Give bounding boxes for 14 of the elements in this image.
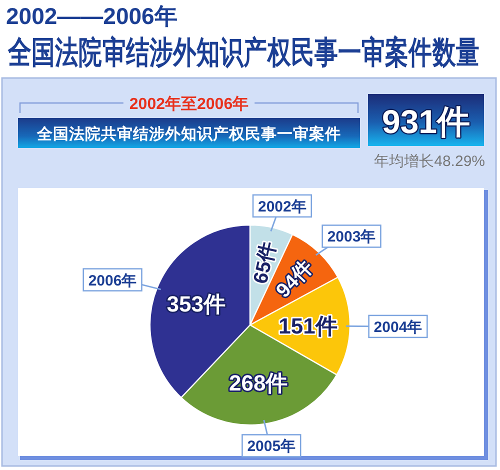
slice-label: 2004年: [374, 318, 422, 336]
slice-label: 2003年: [327, 228, 376, 246]
text: 年均增长48.29%: [374, 153, 485, 170]
chart-subtitle: 全国法院审结涉外知识产权民事一审案件数量: [7, 34, 480, 70]
text: 931件: [382, 103, 470, 140]
text: 全国法院共审结涉外知识产权民事一审案件: [36, 124, 341, 143]
data-label: 151件: [278, 314, 338, 339]
data-label: 353件: [166, 291, 226, 316]
chart-title: 2002——2006年: [6, 3, 178, 29]
data-label: 268件: [229, 370, 288, 396]
slice-label: 2002年: [258, 198, 306, 216]
slice-label: 2006年: [88, 272, 137, 290]
slice-label: 2005年: [247, 438, 296, 456]
text: 2002年至2006年: [129, 95, 249, 113]
